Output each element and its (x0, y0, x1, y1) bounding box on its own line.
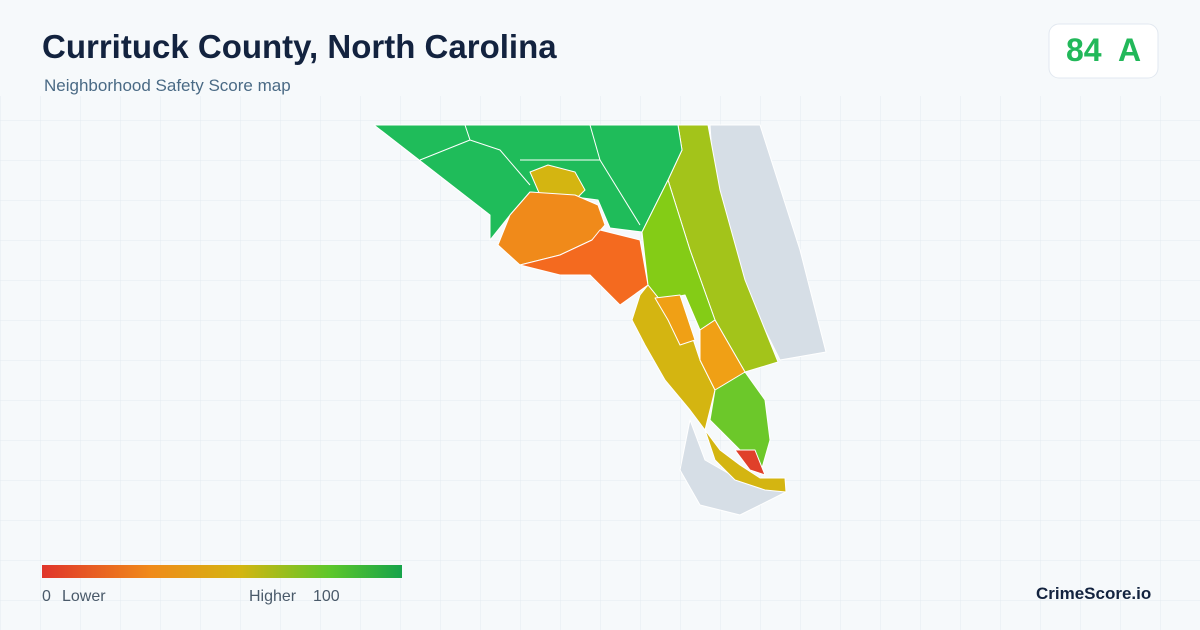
legend-min-label: Lower (62, 588, 106, 605)
brand: CrimeScore.io (1036, 584, 1152, 603)
water (679, 419, 787, 516)
legend-min: 0 (42, 588, 51, 605)
grade: A (1118, 32, 1142, 68)
score: 84 (1066, 32, 1102, 68)
region (654, 294, 696, 346)
region (519, 229, 649, 306)
legend-max-label: Higher (249, 588, 297, 605)
regions (373, 124, 827, 516)
subtitle: Neighborhood Safety Score map (44, 76, 291, 95)
header-bg (0, 0, 1200, 96)
score-badge (1048, 23, 1159, 79)
border (469, 139, 531, 186)
legend-max: 100 (313, 588, 340, 605)
legend-bar (42, 565, 402, 578)
region (709, 371, 771, 476)
region (704, 429, 787, 493)
region (734, 449, 766, 476)
title: Currituck County, North Carolina (42, 28, 557, 65)
